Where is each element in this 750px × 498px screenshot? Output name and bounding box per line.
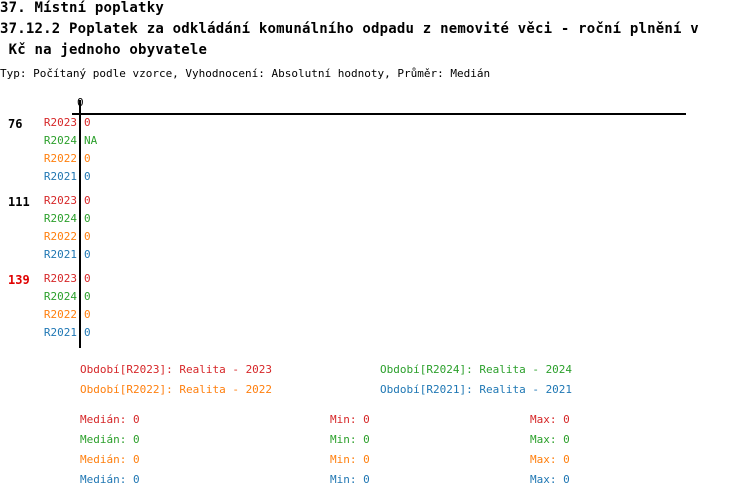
bar-value-label: 0 [84,290,91,303]
stat-min: Min: 0 [330,413,370,426]
series-label: R2023 [43,194,77,207]
stat-max: Max: 0 [530,473,570,486]
legend-item: Období[R2024]: Realita - 2024 [380,363,573,376]
bar-value-label: NA [84,134,98,147]
bar-value-label: 0 [84,326,91,339]
stat-min: Min: 0 [330,433,370,446]
category-label: 76 [8,117,23,131]
bar-value-label: 0 [84,152,91,165]
stat-median: Medián: 0 [80,433,140,446]
x-axis [72,113,686,115]
series-label: R2021 [43,170,77,183]
bar-value-label: 0 [84,230,91,243]
stat-min: Min: 0 [330,473,370,486]
series-label: R2023 [43,116,77,129]
stat-median: Medián: 0 [80,413,140,426]
bar-value-label: 0 [84,170,91,183]
series-label: R2022 [43,308,77,321]
series-label: R2024 [43,290,77,303]
chart-title-cont: Kč na jednoho obyvatele [0,42,208,58]
category-label: 139 [8,273,30,287]
stat-max: Max: 0 [530,453,570,466]
category-label: 111 [8,195,30,209]
y-axis [79,100,81,348]
series-label: R2023 [43,272,77,285]
bar-value-label: 0 [84,212,91,225]
stat-max: Max: 0 [530,433,570,446]
stat-max: Max: 0 [530,413,570,426]
bar-value-label: 0 [84,116,91,129]
series-label: R2024 [43,212,77,225]
legend-item: Období[R2023]: Realita - 2023 [80,363,273,376]
series-label: R2021 [43,326,77,339]
bar-value-label: 0 [84,194,91,207]
legend-item: Období[R2021]: Realita - 2021 [380,383,573,396]
stat-median: Medián: 0 [80,453,140,466]
legend-item: Období[R2022]: Realita - 2022 [80,383,273,396]
chart-subtitle: Typ: Počítaný podle vzorce, Vyhodnocení:… [0,67,491,80]
bar-value-label: 0 [84,248,91,261]
series-label: R2024 [43,134,77,147]
series-label: R2021 [43,248,77,261]
bar-value-label: 0 [84,308,91,321]
stat-median: Medián: 0 [80,473,140,486]
series-label: R2022 [43,152,77,165]
stat-min: Min: 0 [330,453,370,466]
bar-value-label: 0 [84,272,91,285]
series-label: R2022 [43,230,77,243]
chart-title: 37.12.2 Poplatek za odkládání komunálníh… [0,21,699,37]
section-title: 37. Místní poplatky [0,0,164,16]
